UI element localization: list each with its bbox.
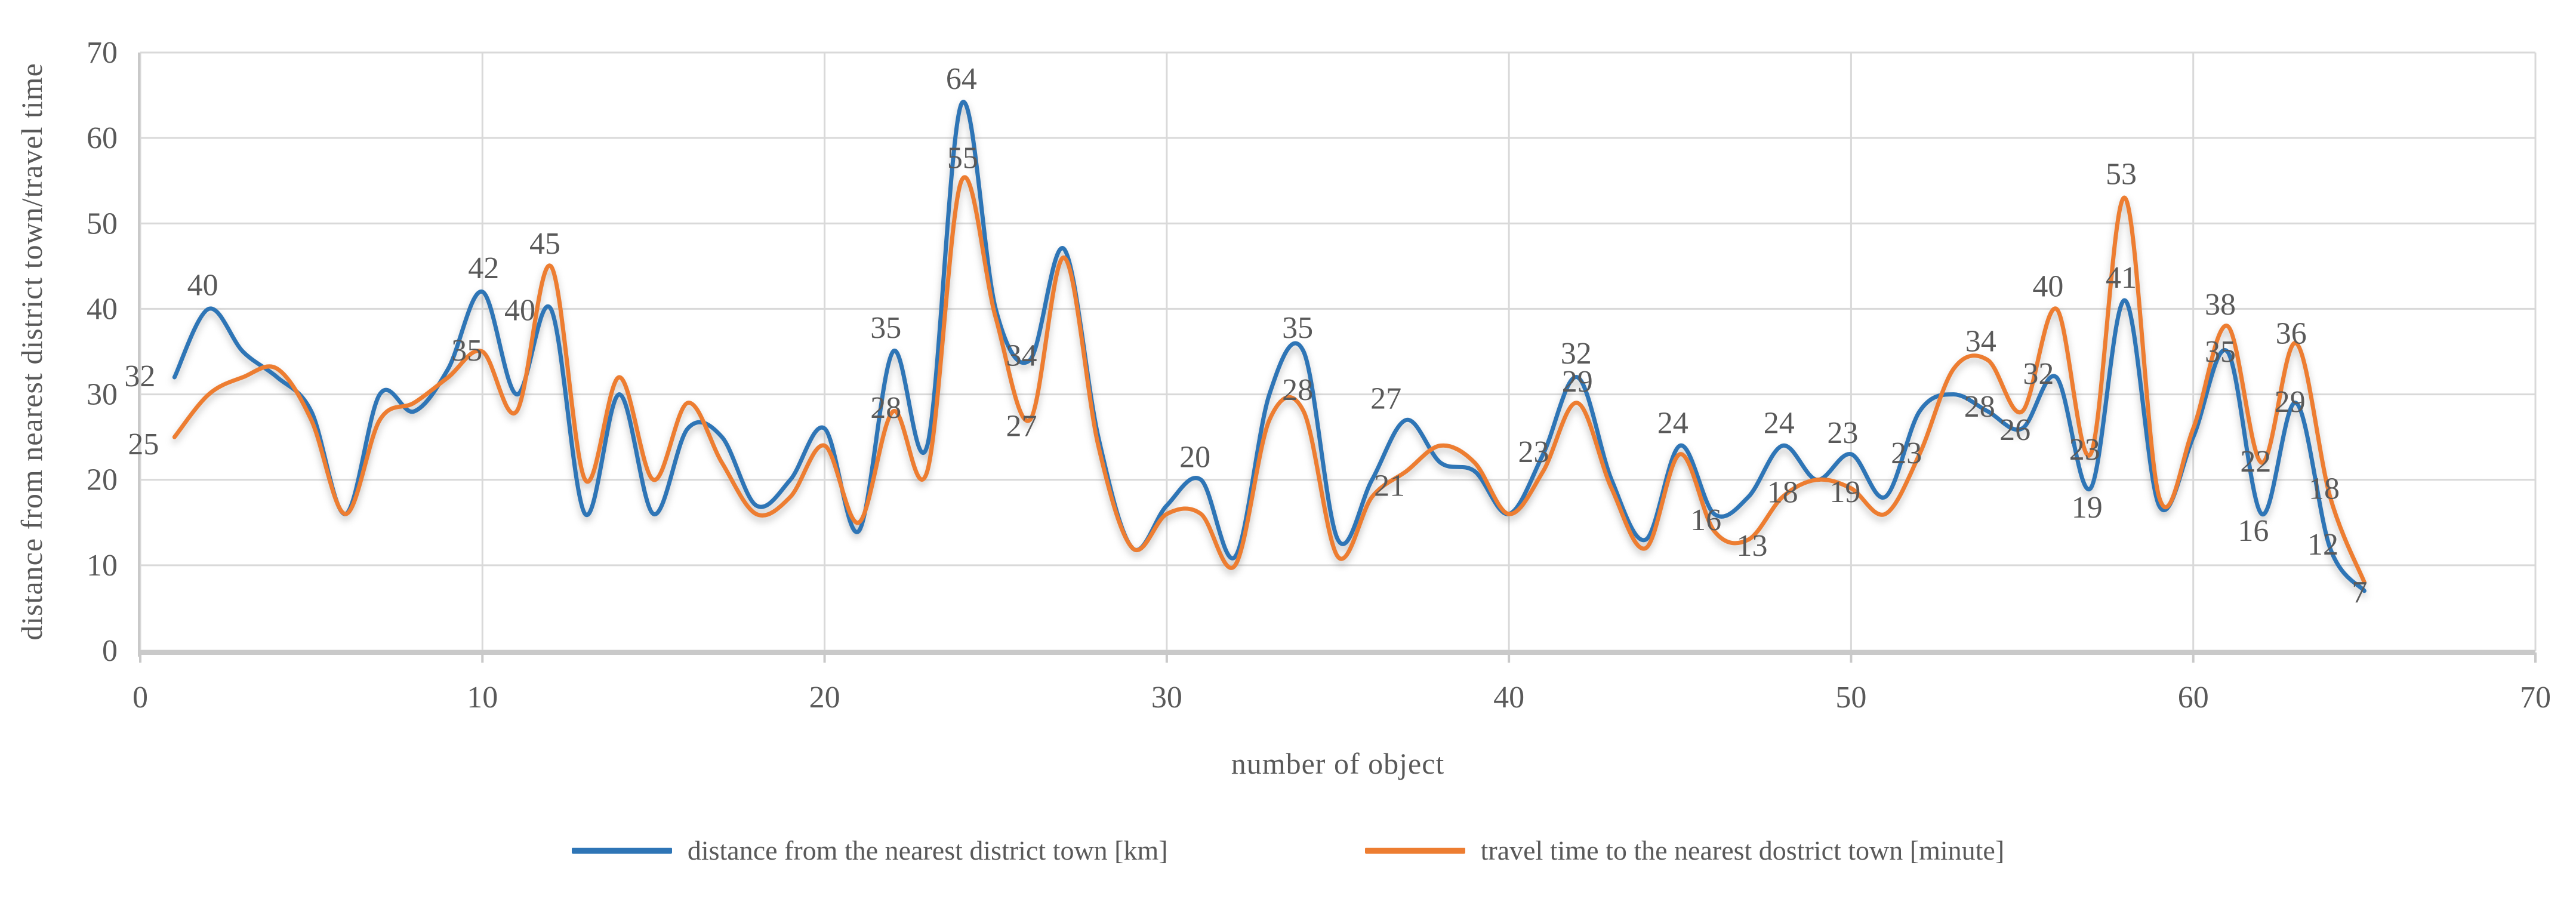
x-axis-tick-label: 60 <box>2178 681 2209 715</box>
data-label-travel-time-x42: 29 <box>1562 365 1593 399</box>
data-label-distance-x58: 41 <box>2106 261 2137 295</box>
data-label-travel-time-x58: 53 <box>2106 157 2137 191</box>
x-axis-tick-label: 70 <box>2520 681 2551 715</box>
data-label-distance-x64: 12 <box>2307 528 2338 562</box>
legend-line-distance-icon <box>571 847 672 854</box>
data-label-travel-time-x54: 34 <box>1965 324 1996 358</box>
series-lines <box>172 100 2367 593</box>
data-label-travel-time-x56: 40 <box>2032 269 2063 303</box>
data-label-distance-x34: 35 <box>1282 311 1313 345</box>
y-axis-title: distance from nearest district town/trav… <box>5 53 58 651</box>
data-label-travel-time-x62: 22 <box>2240 445 2271 479</box>
data-label-distance-x65: 7 <box>2352 575 2367 610</box>
y-axis-tick-label: 60 <box>87 121 118 155</box>
x-axis-tick-label: 20 <box>809 681 840 715</box>
data-label-travel-time-x37: 21 <box>1374 469 1405 503</box>
data-label-distance-x31: 20 <box>1179 441 1210 475</box>
data-label-travel-time-x50: 19 <box>1829 475 1860 509</box>
y-axis-tick-label: 50 <box>87 207 118 241</box>
x-axis-title: number of object <box>1231 747 1445 780</box>
chart-legend: distance from the nearest district town … <box>0 835 2576 866</box>
axes <box>138 53 2537 663</box>
data-label-distance-x2: 40 <box>187 268 218 302</box>
data-label-travel-time-x10: 35 <box>451 334 482 368</box>
data-label-travel-time-x22: 28 <box>870 391 901 425</box>
data-label-travel-time-x1: 25 <box>128 427 159 461</box>
data-label-travel-time-x26: 27 <box>1006 410 1037 444</box>
data-label-distance-x54: 28 <box>1964 390 1995 424</box>
data-label-distance-x42: 32 <box>1561 337 1592 371</box>
data-label-distance-x62: 16 <box>2238 514 2269 548</box>
x-axis-tick-label: 50 <box>1835 681 1866 715</box>
data-label-distance-x56: 32 <box>2023 357 2054 391</box>
x-axis-tick-label: 40 <box>1493 681 1524 715</box>
data-label-travel-time-x63: 36 <box>2276 317 2307 351</box>
data-label-travel-time-x52: 23 <box>1891 436 1922 470</box>
series-line-distance <box>172 100 2367 593</box>
data-label-travel-time-x34: 28 <box>1282 373 1313 407</box>
x-axis-tick-label: 30 <box>1151 681 1182 715</box>
data-label-travel-time-x24: 55 <box>947 141 978 176</box>
legend-label-distance: distance from the nearest district town … <box>687 835 1168 866</box>
gridlines <box>139 51 2537 652</box>
y-axis-tick-label: 70 <box>87 36 118 70</box>
y-axis-tick-label: 0 <box>102 634 118 668</box>
x-axis-tick-label: 10 <box>467 681 498 715</box>
data-label-travel-time-x47: 13 <box>1736 529 1767 563</box>
legend-line-travel-time-icon <box>1364 847 1465 854</box>
tick-labels: 0 10 20 30 40 50 60 70 0 10 20 30 40 50 60 70 <box>87 36 2551 715</box>
y-axis-tick-label: 10 <box>87 549 118 583</box>
data-label-travel-time-x12: 45 <box>529 227 560 261</box>
data-label-distance-x24: 64 <box>946 62 977 96</box>
data-label-distance-x1: 32 <box>124 359 155 393</box>
data-label-distance-x37: 27 <box>1370 382 1401 416</box>
y-axis-tick-label: 20 <box>87 463 118 497</box>
data-label-distance-x55: 26 <box>1999 413 2030 447</box>
data-label-distance-x57: 19 <box>2072 491 2103 525</box>
legend-item-distance: distance from the nearest district town … <box>571 835 1168 866</box>
y-axis-title-text: distance from nearest district town/trav… <box>15 63 49 641</box>
data-label-distance-x45: 24 <box>1657 406 1688 440</box>
data-label-distance-x46: 16 <box>1690 503 1721 537</box>
data-label-travel-time-x64: 18 <box>2309 472 2340 506</box>
y-axis-tick-label: 40 <box>87 292 118 326</box>
data-label-distance-x48: 24 <box>1764 406 1795 440</box>
data-label-distance-x63: 29 <box>2275 385 2306 419</box>
y-axis-tick-label: 30 <box>87 378 118 412</box>
data-label-distance-x10: 42 <box>468 251 499 285</box>
data-label-distance-x50: 23 <box>1827 416 1858 450</box>
data-label-travel-time-x61: 38 <box>2205 288 2236 322</box>
legend-label-travel-time: travel time to the nearest dostrict town… <box>1480 835 2005 866</box>
x-axis-tick-label: 0 <box>133 681 148 715</box>
data-label-travel-time-x48: 18 <box>1767 475 1798 509</box>
data-label-distance-x12: 40 <box>504 293 535 327</box>
data-label-distance-x61: 35 <box>2205 335 2236 369</box>
data-label-travel-time-x57: 23 <box>2069 433 2100 467</box>
legend-item-travel-time: travel time to the nearest dostrict town… <box>1364 835 2005 866</box>
data-label-distance-x26: 34 <box>1006 338 1037 373</box>
series-line-travel-time <box>172 175 2367 584</box>
data-label-distance-x41: 23 <box>1518 435 1549 469</box>
data-label-distance-x22: 35 <box>870 311 901 345</box>
